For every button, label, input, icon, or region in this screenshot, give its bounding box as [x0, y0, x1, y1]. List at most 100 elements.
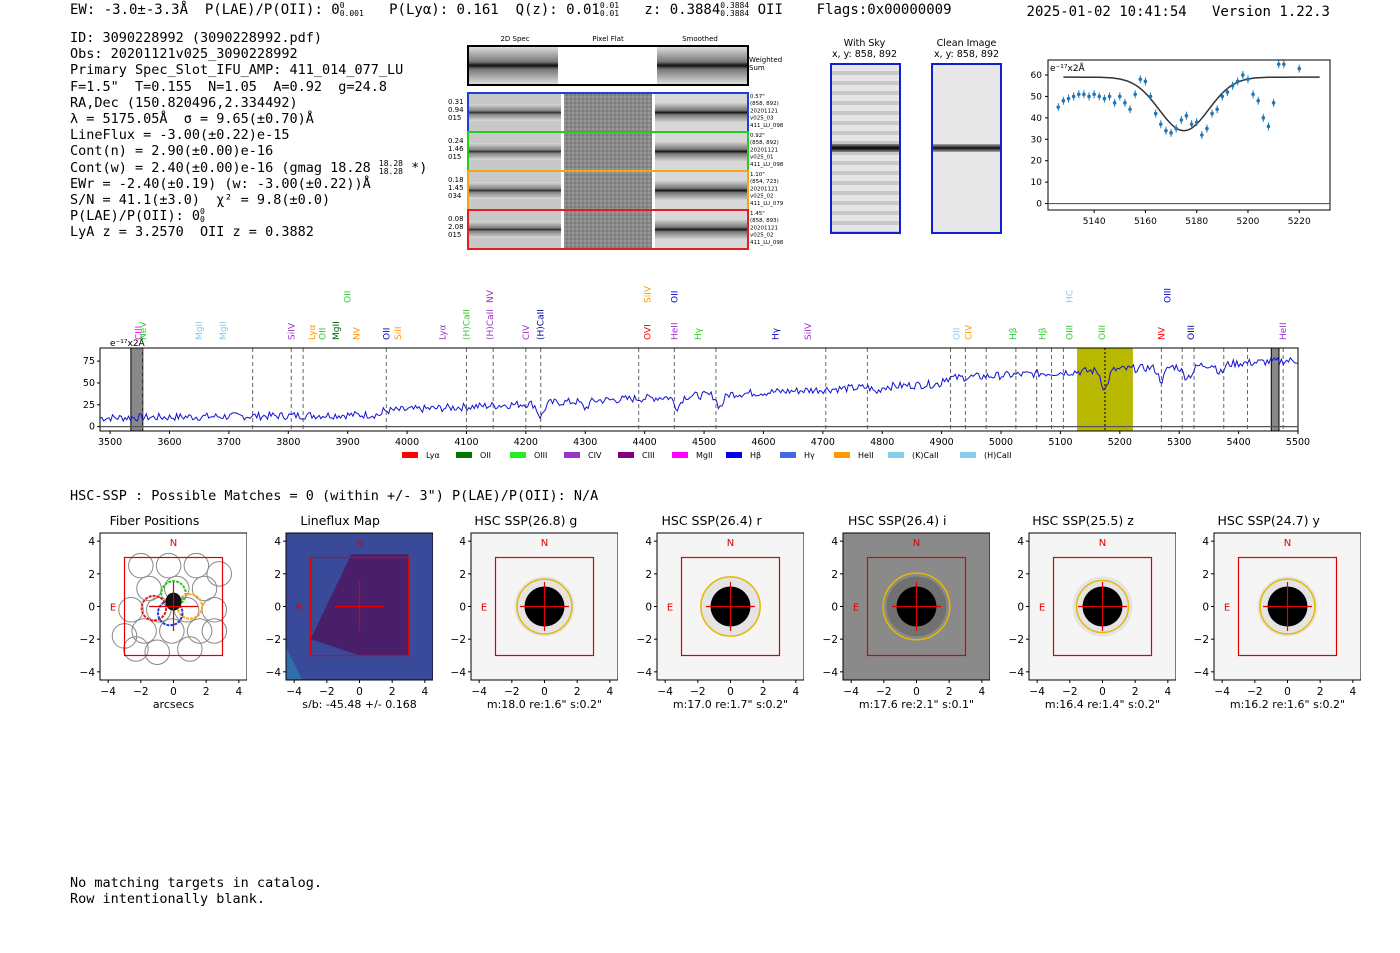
info-obs: Obs: 20201121v025_3090228992 — [70, 46, 298, 63]
hsc-xtick-label: 0 — [356, 686, 363, 698]
cutout-row-value: 0.18 — [448, 176, 464, 184]
spectrum-unit-label: e⁻¹⁷x2Å — [110, 337, 146, 349]
cutout-row-value: 0.08 — [448, 215, 464, 223]
hsc-panel: HSC SSP(24.7) y N E 4 2 0 −2 −4 −4 −2 0 2 4 m:16.2 re… — [1176, 510, 1362, 715]
info-plae-sup: 0 — [200, 207, 205, 217]
fiber-circle — [201, 618, 228, 644]
hsc-ytick-label: 4 — [831, 536, 838, 548]
spectrum-line-label: SiII — [394, 326, 404, 340]
header-z-sub: 0.3884 — [720, 9, 750, 18]
info-plae-sub: 0 — [200, 215, 205, 225]
hsc-xtick-label: 0 — [1099, 686, 1106, 698]
spectrum-line-label: OVI — [644, 324, 654, 340]
zoom-data-point — [1251, 92, 1255, 97]
cutout-row-value: 0.24 — [448, 137, 464, 145]
spectrum-xtick-label: 3600 — [157, 437, 181, 448]
zoom-data-point — [1123, 101, 1127, 105]
hsc-panel-plot: N E 4 2 0 −2 −4 −4 −2 0 2 4 s/b: -45.48 +/- 0.168 — [265, 532, 433, 708]
cutout-row-value: 015 — [448, 231, 461, 239]
with-sky-coords: x, y: 858, 892 — [831, 49, 898, 60]
spectrum-xtick-label: 4900 — [930, 437, 954, 448]
hsc-panel: Fiber Positions N E 4 2 0 −2 −4 −4 −2 0 2 4 arcsecs — [62, 510, 247, 715]
weighted-sum-row: Weighted Sum — [467, 45, 782, 86]
fiber-circle — [131, 618, 157, 644]
cutout-smoothed-band — [655, 180, 747, 201]
aperture-box — [866, 556, 966, 657]
header-z: z: 0.3884 — [644, 2, 721, 18]
hsc-xtick-label: 0 — [542, 686, 549, 698]
zoom-data-point — [1194, 120, 1199, 124]
east-label: E — [667, 603, 673, 614]
zoom-data-point — [1133, 92, 1137, 97]
hsc-ytick-label: 2 — [1017, 569, 1024, 581]
zoom-data-point — [1261, 116, 1266, 120]
hsc-xtick-label: 0 — [727, 686, 734, 698]
clean-image-image — [931, 63, 1002, 234]
north-label: N — [170, 538, 177, 549]
north-label: N — [1098, 538, 1105, 549]
info-contw-end: *) — [411, 159, 428, 176]
hsc-ytick-label: 4 — [88, 536, 95, 548]
legend-swatch — [402, 452, 418, 458]
hsc-ytick-label: −2 — [1194, 634, 1209, 646]
hsc-ytick-label: 2 — [88, 569, 95, 581]
cutout-row-meta: (854, 723) — [750, 179, 779, 185]
spectrum-legend-entry: Hβ — [726, 451, 761, 460]
with-sky-title: With Sky — [843, 38, 886, 49]
zoom-data-point — [1246, 77, 1250, 82]
clean-image-coords: x, y: 858, 892 — [933, 49, 1000, 60]
header-z-sup: 0.3884 — [720, 1, 750, 10]
hsc-xtick-label: −4 — [472, 686, 488, 698]
fiber-circle — [186, 618, 213, 644]
aperture-box — [1238, 556, 1338, 657]
east-label: E — [110, 603, 116, 614]
spectrum-xtick-label: 5400 — [1227, 437, 1251, 448]
cutout-row-border — [467, 209, 749, 250]
cutout-row-meta: (858, 892) — [750, 140, 779, 146]
hsc-xtick-label: −2 — [133, 686, 148, 698]
zoom-data-point — [1066, 96, 1071, 101]
full-spectrum-plot: 75 50 25 0 3500 3600 3700 3800 3900 4000 4100 4200 4… — [70, 270, 1310, 470]
spectrum-xtick-label: 5200 — [1108, 437, 1132, 448]
spectrum-line-label-upper: OII — [670, 291, 680, 303]
hsc-ytick-label: 0 — [1017, 602, 1024, 614]
hsc-xtick-label: 0 — [1284, 686, 1291, 698]
hsc-xtick-label: 2 — [760, 686, 767, 698]
zoom-data-point — [1087, 94, 1091, 99]
spectrum-xtick-label: 5000 — [989, 437, 1013, 448]
hsc-ytick-label: −4 — [265, 667, 281, 679]
hsc-xtick-label: 4 — [235, 686, 242, 698]
header-ew: EW: -3.0±-3.3Å — [70, 2, 189, 18]
hsc-ytick-label: 0 — [460, 602, 467, 614]
col-header-2dspec: 2D Spec — [500, 35, 529, 43]
hsc-panels: Fiber Positions N E 4 2 0 −2 −4 −4 −2 0 2 4 arcsecs Li… — [40, 510, 1362, 715]
spectrum-ytick-label: 75 — [83, 356, 95, 367]
aperture-box — [495, 556, 595, 657]
hsc-ytick-label: −2 — [637, 634, 652, 646]
zoom-unit-label: e⁻¹⁷x2Å — [1050, 62, 1086, 74]
east-label: E — [296, 603, 302, 614]
info-contw-sub: 18.28 — [378, 166, 403, 176]
cutout-2dspec-band — [469, 182, 561, 199]
aperture-box — [1052, 556, 1152, 657]
cutout-row-meta: 20201121 — [750, 147, 778, 153]
hsc-panel: HSC SSP(26.4) r N E 4 2 0 −2 −4 −4 −2 0 2 4 m:17.0 re… — [619, 510, 805, 715]
spectrum-line-label: MgII — [332, 321, 342, 340]
north-label: N — [355, 538, 362, 549]
spectrum-line-label-upper: SiIV — [644, 285, 654, 303]
hsc-panel-title: Lineflux Map — [300, 513, 380, 528]
spectrum-line-label: HeII — [670, 322, 680, 340]
zoom-ytick-label: 30 — [1031, 135, 1043, 145]
spectrum-line-label: (H)CaII — [537, 309, 547, 340]
hsc-xtick-label: −4 — [286, 686, 302, 698]
spectrum-line-label-upper: OIII — [1163, 288, 1173, 303]
hsc-image-ring — [516, 578, 574, 635]
zoom-axes-frame — [1047, 59, 1331, 211]
spectrum-legend-entry: (K)CaII — [888, 451, 939, 460]
spectrum-line-label-upper: HC — [1065, 290, 1075, 303]
cutout-2dspec-band — [469, 221, 561, 238]
zoom-data-point — [1225, 90, 1230, 94]
spectrum-legend-entry: OII — [456, 451, 491, 460]
cutout-row-meta: 0.57" — [750, 94, 765, 100]
